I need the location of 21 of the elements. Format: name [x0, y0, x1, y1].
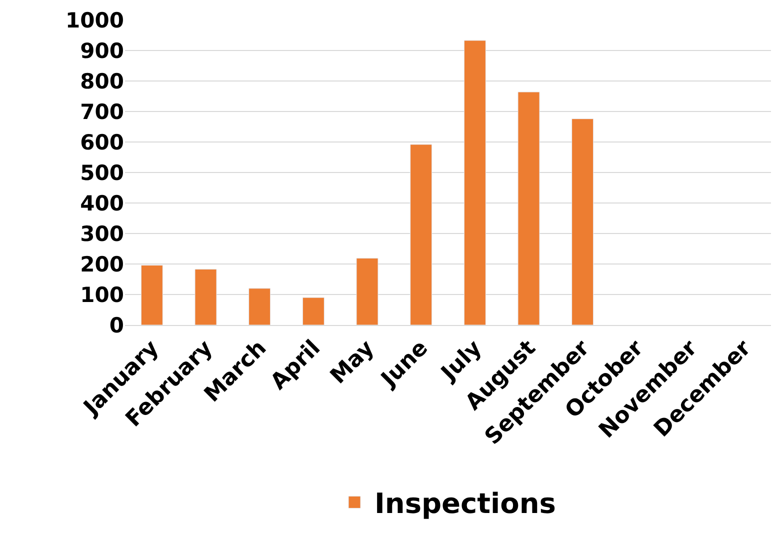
y-tick-label: 300	[80, 222, 124, 246]
y-tick-label: 800	[80, 69, 124, 94]
y-tick-label: 200	[80, 252, 124, 276]
bar	[302, 297, 324, 325]
bar	[140, 264, 163, 325]
y-tick-label: 600	[80, 130, 124, 154]
bar	[518, 92, 540, 325]
y-tick-label: 700	[80, 100, 124, 124]
bar	[248, 288, 271, 325]
y-tick-label: 900	[80, 38, 124, 63]
y-tick-label: 1000	[66, 8, 124, 32]
legend-label: Inspections	[374, 487, 556, 520]
y-tick-label: 500	[80, 160, 124, 185]
y-tick-label: 400	[80, 191, 124, 216]
bar	[194, 268, 217, 325]
y-tick-label: 0	[109, 313, 124, 338]
bar	[464, 40, 486, 325]
bar	[572, 118, 594, 325]
bar	[356, 258, 378, 325]
bar	[410, 144, 432, 325]
y-tick-label: 100	[80, 282, 124, 307]
